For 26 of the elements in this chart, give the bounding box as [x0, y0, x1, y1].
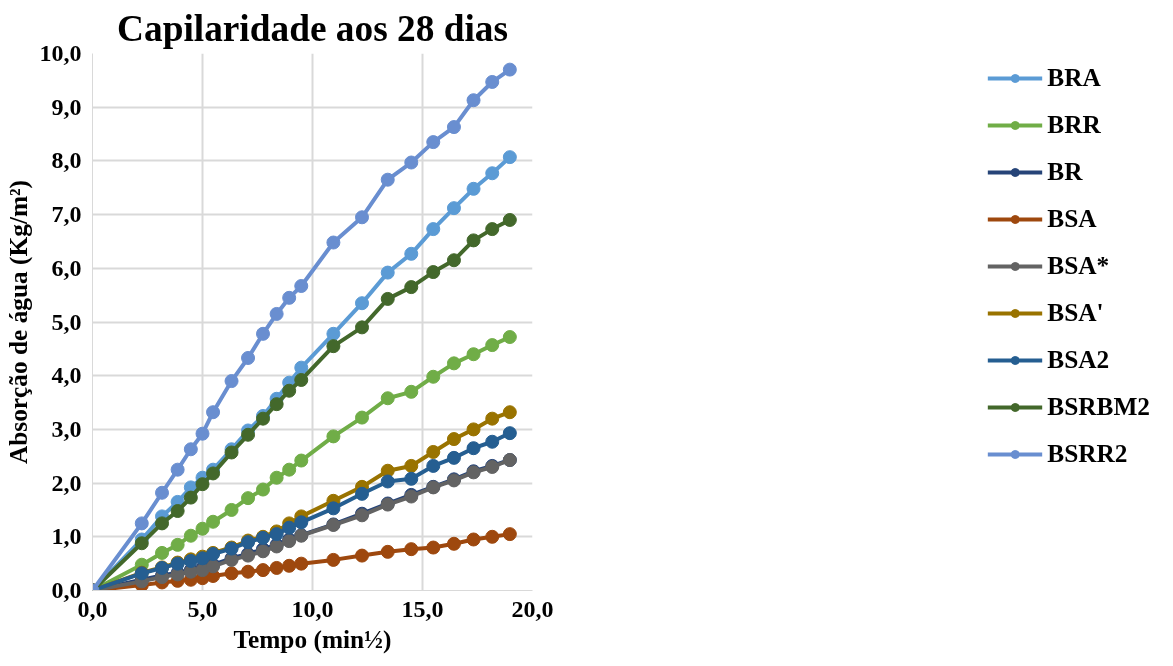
- legend-label: BSRR2: [1047, 439, 1128, 468]
- y-axis-title: Absorção de água (Kg/m²): [3, 179, 33, 465]
- y-tick-label: 7,0: [51, 201, 82, 228]
- x-tick-label: 20,0: [511, 595, 554, 622]
- x-tick-label: 10,0: [291, 595, 334, 622]
- y-tick-label: 2,0: [51, 469, 82, 496]
- legend-label: BSRBM2: [1047, 392, 1150, 421]
- legend-label: BRR: [1047, 110, 1101, 139]
- y-tick-label: 5,0: [51, 308, 82, 335]
- x-axis-title: Tempo (min½): [233, 624, 392, 654]
- x-tick-label: 5,0: [187, 595, 218, 622]
- legend-label: BSA: [1047, 204, 1097, 233]
- legend-label: BSA': [1047, 298, 1104, 327]
- legend-label: BR: [1047, 157, 1083, 186]
- y-tick-label: 8,0: [51, 147, 82, 174]
- y-tick-label: 3,0: [51, 415, 82, 442]
- y-tick-label: 1,0: [51, 523, 82, 550]
- y-tick-label: 6,0: [51, 254, 82, 281]
- chart-title: Capilaridade aos 28 dias: [117, 7, 508, 49]
- x-tick-label: 15,0: [401, 595, 444, 622]
- legend-label: BRA: [1047, 63, 1101, 92]
- y-tick-label: 4,0: [51, 362, 82, 389]
- legend-label: BSA2: [1047, 345, 1110, 374]
- legend-label: BSA*: [1047, 251, 1110, 280]
- y-tick-label: 9,0: [51, 93, 82, 120]
- y-tick-label: 10,0: [39, 40, 82, 66]
